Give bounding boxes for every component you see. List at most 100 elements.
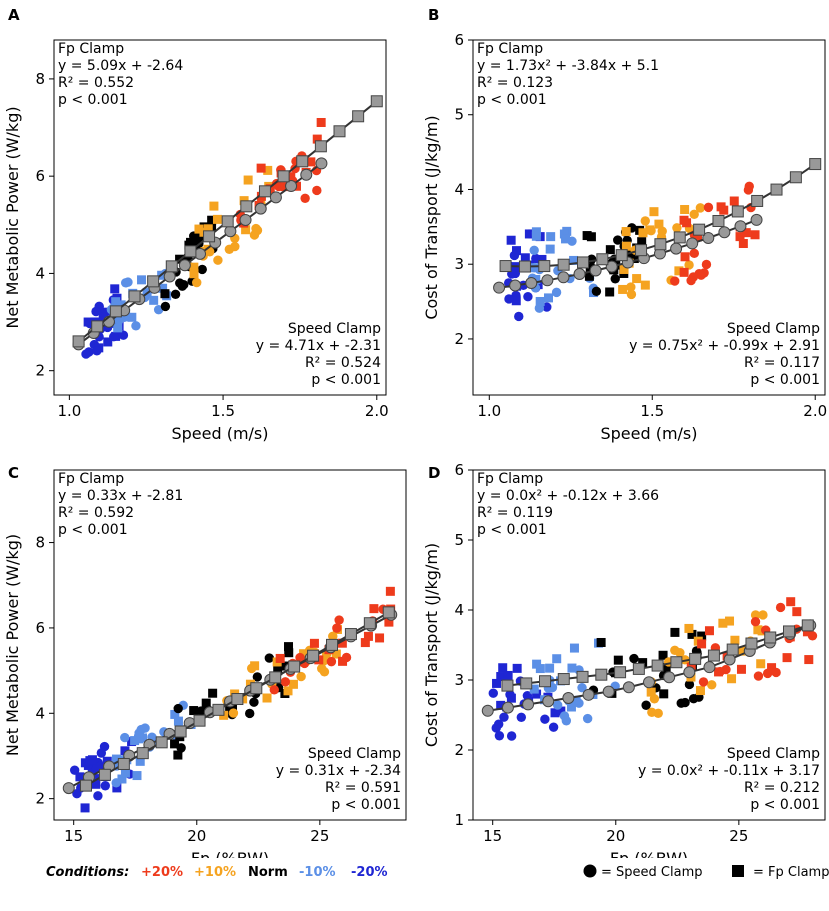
fit-marker-square — [277, 170, 290, 183]
fp-clamp-annotation-line: p < 0.001 — [58, 92, 128, 108]
data-point-square — [189, 269, 199, 279]
data-point-circle — [552, 700, 563, 710]
fit-marker-circle — [750, 213, 763, 226]
y-tick-label: 5 — [454, 106, 464, 124]
data-point-square — [173, 750, 183, 760]
y-tick-label: 8 — [35, 70, 45, 88]
fit-marker-circle — [178, 259, 191, 272]
y-tick-label: 4 — [35, 264, 45, 282]
data-point-square — [697, 631, 707, 641]
fit-marker-square — [712, 215, 725, 228]
data-point-square — [535, 296, 545, 306]
fit-marker-square — [288, 660, 301, 673]
data-point-square — [498, 663, 508, 673]
legend-item-p10: +10% — [194, 865, 236, 880]
fit-marker-square — [250, 682, 263, 695]
data-point-square — [273, 666, 283, 676]
data-point-circle — [300, 193, 310, 203]
panel-b: B 1.0 1.5 2.0 2 3 4 5 6 Speed (m/s) Cost of Transp… — [422, 6, 827, 443]
speed-clamp-annotation-line: y = 0.0x² + -0.11x + 3.17 — [638, 763, 820, 779]
fit-marker-circle — [163, 270, 176, 283]
data-point-square — [503, 670, 513, 680]
fit-marker-square — [635, 244, 648, 257]
fit-marker-square — [693, 223, 706, 236]
fit-marker-circle — [315, 157, 328, 170]
fit-marker-circle — [702, 231, 715, 244]
legend-fp-clamp-marker — [732, 865, 744, 877]
fit-marker-circle — [509, 279, 522, 292]
speed-clamp-annotation-line: p < 0.001 — [331, 797, 401, 813]
fit-marker-circle — [718, 226, 731, 239]
data-point-square — [741, 228, 751, 238]
data-point-square — [312, 134, 322, 144]
fit-marker-circle — [254, 202, 267, 215]
fit-marker-square — [212, 703, 225, 716]
data-point-circle — [69, 765, 80, 775]
data-point-square — [284, 648, 294, 658]
data-point-square — [201, 698, 211, 708]
legend-item-norm: Norm — [248, 865, 288, 880]
data-point-square — [337, 638, 347, 648]
data-point-square — [632, 274, 642, 284]
data-point-circle — [684, 260, 694, 270]
fit-marker-square — [689, 652, 702, 665]
data-point-square — [767, 663, 777, 673]
fit-marker-circle — [683, 666, 696, 679]
x-tick-label: 20 — [606, 827, 625, 845]
fit-marker-square — [203, 230, 216, 243]
data-point-square — [91, 779, 101, 789]
fit-line-speed-clamp — [493, 213, 763, 294]
data-point-circle — [534, 303, 545, 313]
speed-clamp-annotation-line: p < 0.001 — [750, 372, 820, 388]
data-point-square — [719, 205, 729, 215]
fit-marker-square — [109, 305, 122, 318]
fit-marker-square — [98, 768, 111, 781]
data-point-square — [279, 661, 289, 671]
fit-marker-circle — [522, 698, 535, 711]
axes-frame — [472, 469, 826, 821]
data-point-circle — [753, 671, 764, 681]
data-point-circle — [109, 331, 119, 342]
fit-marker-square — [72, 335, 85, 348]
data-point-square — [546, 232, 556, 242]
data-point-square — [680, 252, 690, 262]
y-tick-label: 5 — [454, 531, 464, 549]
fit-marker-square — [240, 200, 253, 213]
data-point-circle — [93, 791, 103, 801]
fit-marker-circle — [525, 277, 538, 290]
fp-clamp-annotation-line: Fp Clamp — [58, 471, 124, 487]
axes-frame — [53, 39, 387, 396]
data-point-circle — [640, 216, 650, 226]
data-point-square — [697, 639, 707, 649]
data-point-square — [112, 783, 122, 793]
fit-line-fp-clamp — [80, 606, 395, 792]
fit-marker-square — [670, 656, 683, 669]
data-point-square — [684, 623, 694, 633]
y-axis-label: Cost of Transport (J/kg/m) — [422, 543, 441, 747]
data-point-circle — [743, 185, 754, 195]
data-point-square — [559, 229, 569, 239]
y-tick-label: 6 — [35, 619, 45, 637]
data-point-square — [531, 231, 541, 241]
y-tick-label: 2 — [35, 790, 45, 808]
data-point-square — [802, 627, 812, 637]
fit-marker-square — [370, 95, 383, 108]
data-point-square — [621, 241, 631, 251]
x-tick-label: 20 — [187, 827, 206, 845]
data-point-circle — [548, 722, 559, 732]
data-point-square — [385, 586, 395, 596]
data-point-square — [262, 693, 272, 703]
fit-marker-circle — [269, 191, 282, 204]
fit-marker-square — [184, 245, 197, 258]
data-point-square — [331, 649, 341, 659]
fit-marker-square — [770, 183, 783, 196]
fit-marker-square — [128, 290, 141, 303]
data-point-square — [569, 255, 579, 265]
data-point-circle — [672, 223, 682, 233]
data-point-square — [212, 214, 222, 224]
data-point-square — [786, 597, 796, 607]
fit-marker-square — [136, 747, 149, 760]
data-point-square — [658, 650, 668, 660]
x-tick-label: 2.0 — [803, 402, 827, 420]
fit-marker-square — [499, 260, 512, 273]
